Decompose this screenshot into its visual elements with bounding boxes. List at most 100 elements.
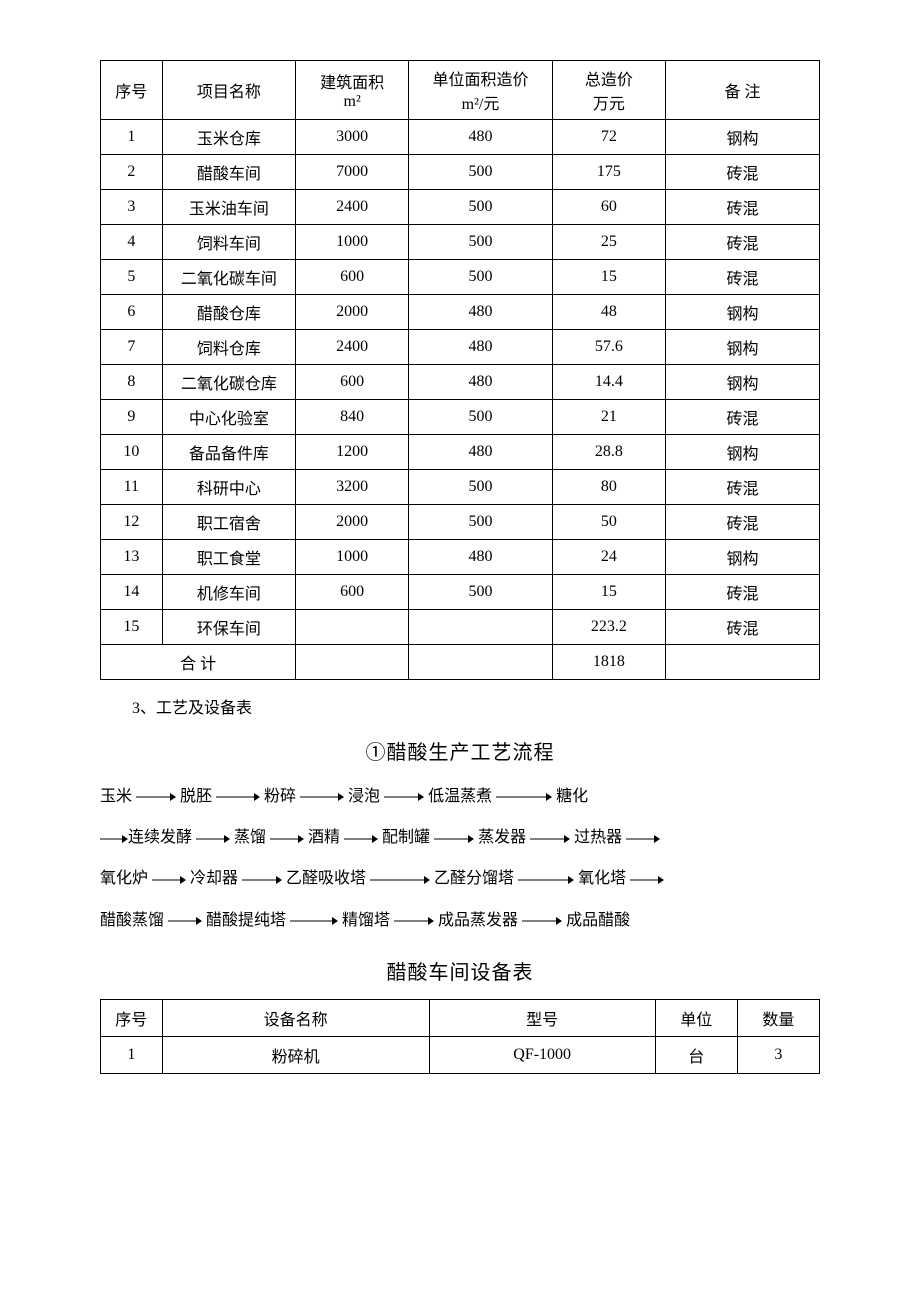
cell-price: 480 [409, 330, 553, 365]
flow-node: 低温蒸煮 [428, 779, 492, 814]
cell-unit: 台 [655, 1036, 737, 1073]
cell-price: 500 [409, 260, 553, 295]
cell-price: 500 [409, 505, 553, 540]
flow-node: 乙醛分馏塔 [434, 861, 514, 896]
cell-area: 7000 [296, 155, 409, 190]
cell-total: 60 [552, 190, 665, 225]
cell-name: 粉碎机 [162, 1036, 429, 1073]
cell-n: 12 [101, 505, 163, 540]
col-unitprice: 单位面积造价 m²/元 [409, 61, 553, 120]
cell-total: 24 [552, 540, 665, 575]
cell-area: 3200 [296, 470, 409, 505]
cell-total: 72 [552, 120, 665, 155]
col-area: 建筑面积 m² [296, 61, 409, 120]
cell-n: 1 [101, 120, 163, 155]
arrow-icon [526, 820, 574, 855]
table-row: 3玉米油车间240050060砖混 [101, 190, 820, 225]
cell-price: 480 [409, 365, 553, 400]
cell-name: 醋酸车间 [162, 155, 296, 190]
table-row: 1玉米仓库300048072钢构 [101, 120, 820, 155]
flow-node: 冷却器 [190, 861, 238, 896]
flow-node: 氧化塔 [578, 861, 626, 896]
flow-line: 醋酸蒸馏醋酸提纯塔精馏塔成品蒸发器成品醋酸 [100, 903, 820, 938]
cell-total: 15 [552, 575, 665, 610]
flow-node: 玉米 [100, 779, 132, 814]
cell-area: 2400 [296, 330, 409, 365]
arrow-icon [238, 861, 286, 896]
cell-area: 600 [296, 260, 409, 295]
cell-name: 环保车间 [162, 610, 296, 645]
cell-area: 600 [296, 575, 409, 610]
cell-name: 职工食堂 [162, 540, 296, 575]
cell-n: 3 [101, 190, 163, 225]
cell-name: 机修车间 [162, 575, 296, 610]
arrow-icon [340, 820, 382, 855]
cell-total: 80 [552, 470, 665, 505]
equipment-table: 序号 设备名称 型号 单位 数量 1粉碎机QF-1000台3 [100, 999, 820, 1074]
cell-note: 钢构 [665, 295, 819, 330]
cell-note: 钢构 [665, 330, 819, 365]
table-row: 15环保车间223.2砖混 [101, 610, 820, 645]
cell-note: 砖混 [665, 155, 819, 190]
flow-line: 玉米脱胚粉碎浸泡低温蒸煮糖化 [100, 779, 820, 814]
cell-total: 14.4 [552, 365, 665, 400]
arrow-icon [148, 861, 190, 896]
cell-price: 500 [409, 225, 553, 260]
cell-name: 科研中心 [162, 470, 296, 505]
cell-n: 2 [101, 155, 163, 190]
cell-name: 二氧化碳车间 [162, 260, 296, 295]
cell-price: 480 [409, 435, 553, 470]
col-total-l1: 总造价 [555, 66, 663, 90]
cell-price: 480 [409, 120, 553, 155]
cell-total: 25 [552, 225, 665, 260]
cell-total: 15 [552, 260, 665, 295]
col-total-l2: 万元 [555, 90, 663, 114]
table-row: 14机修车间60050015砖混 [101, 575, 820, 610]
cell-total: 57.6 [552, 330, 665, 365]
cell-price: 500 [409, 575, 553, 610]
sum-total: 1818 [552, 645, 665, 680]
arrow-icon [518, 903, 566, 938]
flow-node: 浸泡 [348, 779, 380, 814]
cell-area: 1000 [296, 540, 409, 575]
cell-note: 钢构 [665, 365, 819, 400]
cell-name: 中心化验室 [162, 400, 296, 435]
cell-note: 砖混 [665, 260, 819, 295]
flow-node: 醋酸蒸馏 [100, 903, 164, 938]
arrow-icon [212, 779, 264, 814]
cell-name: 醋酸仓库 [162, 295, 296, 330]
cell-area [296, 610, 409, 645]
cell-price: 500 [409, 470, 553, 505]
cell-note: 钢构 [665, 435, 819, 470]
arrow-icon [164, 903, 206, 938]
arrow-icon [492, 779, 556, 814]
table-row: 6醋酸仓库200048048钢构 [101, 295, 820, 330]
cell-n: 1 [101, 1036, 163, 1073]
flow-line: 氧化炉冷却器乙醛吸收塔乙醛分馏塔氧化塔 [100, 861, 820, 896]
cell-note: 砖混 [665, 610, 819, 645]
flow-node: 过热器 [574, 820, 622, 855]
arrow-icon [266, 820, 308, 855]
arrow-icon [622, 820, 664, 855]
flow-node: 成品蒸发器 [438, 903, 518, 938]
cell-note: 砖混 [665, 190, 819, 225]
flow-node: 醋酸提纯塔 [206, 903, 286, 938]
col-note: 备 注 [665, 61, 819, 120]
flow-node: 氧化炉 [100, 861, 148, 896]
table-row: 7饲料仓库240048057.6钢构 [101, 330, 820, 365]
cell-name: 饲料仓库 [162, 330, 296, 365]
cell-n: 10 [101, 435, 163, 470]
cell-total: 175 [552, 155, 665, 190]
table-row: 2醋酸车间7000500175砖混 [101, 155, 820, 190]
table-row: 12职工宿舍200050050砖混 [101, 505, 820, 540]
cell-area: 2400 [296, 190, 409, 225]
cell-price: 500 [409, 400, 553, 435]
table-header-row: 序号 设备名称 型号 单位 数量 [101, 999, 820, 1036]
cell-note: 砖混 [665, 225, 819, 260]
col-model: 型号 [429, 999, 655, 1036]
table-row: 11科研中心320050080砖混 [101, 470, 820, 505]
col-area-l1: 建筑面积 [298, 69, 406, 93]
cell-n: 14 [101, 575, 163, 610]
cell-name: 玉米油车间 [162, 190, 296, 225]
col-seq: 序号 [101, 999, 163, 1036]
